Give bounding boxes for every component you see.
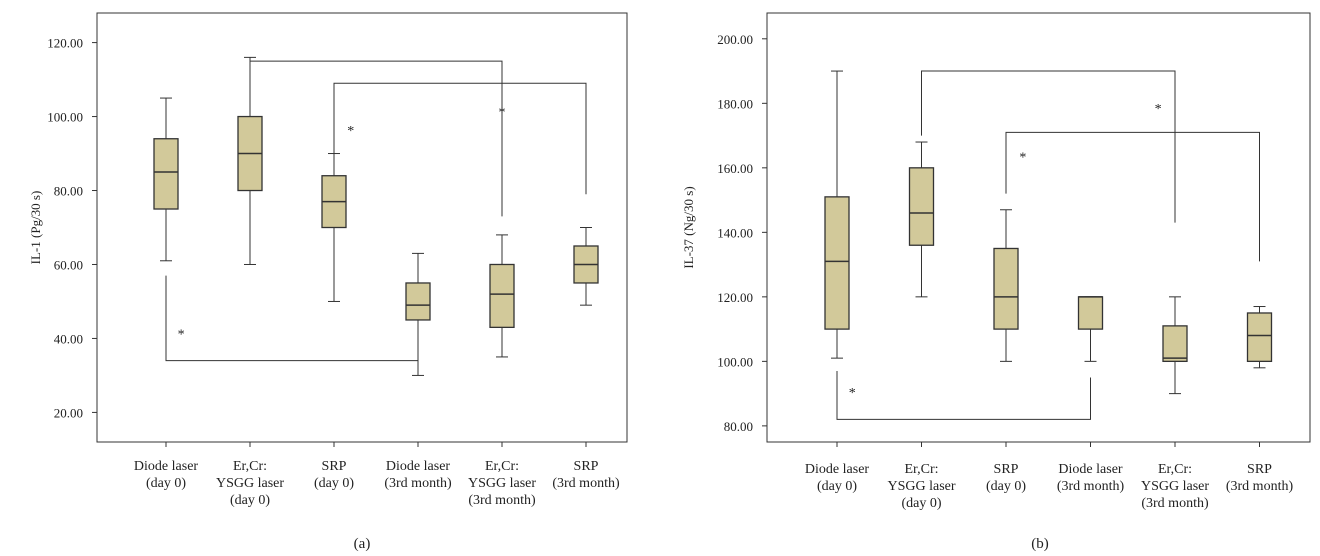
box-iqr xyxy=(405,282,431,321)
x-category-label-line: (day 0) xyxy=(901,496,941,511)
x-category-label-line: Er,Cr: xyxy=(233,459,267,474)
y-tick-label: 40.00 xyxy=(54,331,83,346)
panel-label: (b) xyxy=(1031,536,1049,552)
box-iqr xyxy=(993,247,1019,330)
x-category-label: Er,Cr: YSGG laser (day 0) xyxy=(887,462,955,511)
x-category-label-line: Diode laser xyxy=(134,459,198,474)
y-axis-label: IL-37 (Ng/30 s) xyxy=(681,186,696,268)
x-category-label-line: (day 0) xyxy=(817,479,857,494)
box-iqr xyxy=(824,196,850,330)
y-tick-label: 120.00 xyxy=(717,290,753,305)
x-category-label: SRP (3rd month) xyxy=(1226,462,1294,494)
y-tick-label: 20.00 xyxy=(54,405,83,420)
x-category-label-line: (3rd month) xyxy=(468,493,536,508)
significance-star: * xyxy=(178,327,185,342)
y-tick-label: 100.00 xyxy=(717,354,753,369)
significance-bracket xyxy=(250,60,503,217)
significance-bracket xyxy=(836,371,1091,420)
y-tick-label: 160.00 xyxy=(717,161,753,176)
y-tick-label: 200.00 xyxy=(717,32,753,47)
plot-frame xyxy=(96,12,628,443)
x-category-label-line: YSGG laser xyxy=(887,479,955,494)
x-category-label-line: Er,Cr: xyxy=(485,459,519,474)
significance-star: * xyxy=(1019,150,1026,165)
x-category-label-line: (3rd month) xyxy=(552,476,620,491)
x-category-label: Er,Cr: YSGG laser (3rd month) xyxy=(1141,462,1209,511)
x-category-label-line: SRP xyxy=(994,462,1019,477)
plot-frame xyxy=(766,12,1311,443)
x-category-label-line: (3rd month) xyxy=(1226,479,1294,494)
x-category-label-line: YSGG laser xyxy=(216,476,284,491)
y-axis-label: IL-1 (Pg/30 s) xyxy=(28,191,43,265)
x-category-label: Diode laser (day 0) xyxy=(805,462,869,494)
x-category-label-line: SRP xyxy=(574,459,599,474)
x-category-label-line: YSGG laser xyxy=(468,476,536,491)
panel-label: (a) xyxy=(354,536,371,552)
x-category-label-line: YSGG laser xyxy=(1141,479,1209,494)
x-category-label-line: SRP xyxy=(322,459,347,474)
significance-star: * xyxy=(849,386,856,401)
x-category-label-line: Diode laser xyxy=(805,462,869,477)
significance-bracket xyxy=(921,70,1176,223)
x-category-label-line: Er,Cr: xyxy=(904,462,938,477)
x-category-label-line: (3rd month) xyxy=(1057,479,1125,494)
significance-bracket xyxy=(165,275,418,362)
y-tick-label: 80.00 xyxy=(724,419,753,434)
significance-star: * xyxy=(347,124,354,139)
x-category-label: Er,Cr: YSGG laser (day 0) xyxy=(216,459,284,508)
y-tick-label: 60.00 xyxy=(54,257,83,272)
x-category-label-line: (day 0) xyxy=(314,476,354,491)
y-tick-label: 180.00 xyxy=(717,96,753,111)
x-category-label: SRP (day 0) xyxy=(314,459,354,491)
x-category-label: SRP (3rd month) xyxy=(552,459,620,491)
x-category-label-line: (day 0) xyxy=(230,493,270,508)
box-iqr xyxy=(489,263,515,329)
x-category-label-line: SRP xyxy=(1247,462,1272,477)
x-category-label: Diode laser (3rd month) xyxy=(384,459,452,491)
box-iqr xyxy=(1162,325,1188,363)
panel-b: 80.00 100.00 120.00 140.00 160.00 180.00 200.0… xyxy=(681,12,1311,552)
significance-star: * xyxy=(1155,102,1162,117)
x-category-label-line: Er,Cr: xyxy=(1158,462,1192,477)
y-tick-label: 80.00 xyxy=(54,184,83,199)
box-iqr xyxy=(908,167,935,246)
x-category-label: Er,Cr: YSGG laser (3rd month) xyxy=(468,459,536,508)
significance-bracket xyxy=(1005,131,1260,262)
significance-star: * xyxy=(499,106,506,121)
x-category-label-line: (day 0) xyxy=(986,479,1026,494)
x-category-label: Diode laser (3rd month) xyxy=(1057,462,1125,494)
box-iqr xyxy=(1246,312,1273,363)
x-category-label-line: Diode laser xyxy=(1058,462,1122,477)
y-tick-label: 120.00 xyxy=(47,36,83,51)
x-category-label-line: (3rd month) xyxy=(384,476,452,491)
box-iqr xyxy=(153,138,179,210)
x-category-label-line: Diode laser xyxy=(386,459,450,474)
panel-a: 20.00 40.00 60.00 80.00 100.00 120.00 IL-1 (Pg… xyxy=(28,12,628,552)
box-iqr xyxy=(1077,296,1104,330)
x-category-label-line: (day 0) xyxy=(146,476,186,491)
y-tick-label: 140.00 xyxy=(717,225,753,240)
y-tick-label: 100.00 xyxy=(47,110,83,125)
x-category-label: Diode laser (day 0) xyxy=(134,459,198,491)
x-category-label-line: (3rd month) xyxy=(1141,496,1209,511)
x-category-label: SRP (day 0) xyxy=(986,462,1026,494)
significance-bracket xyxy=(333,82,587,195)
